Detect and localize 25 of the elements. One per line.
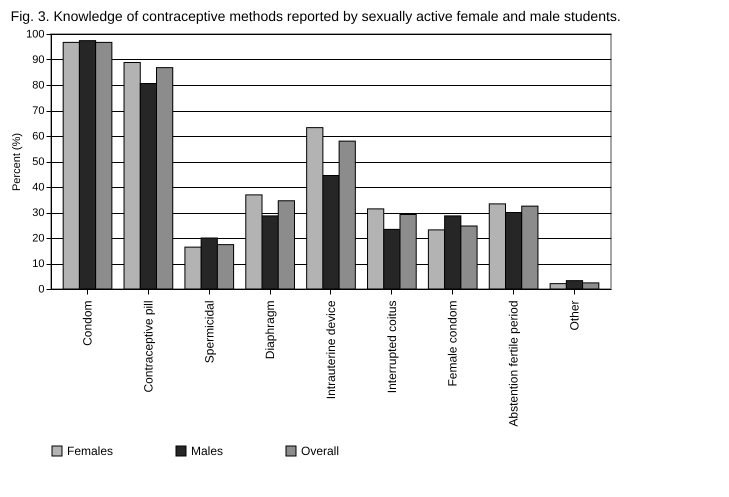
y-tick-label: 20 [32,232,44,244]
y-tick-label: 90 [32,54,44,66]
x-tick-label: Contraceptive pill [141,300,156,393]
chart-title: Fig. 3. Knowledge of contraceptive methods reported by sexually active female and male students. [10,8,621,24]
y-tick-label: 60 [32,130,44,142]
y-tick-label: 0 [38,284,44,296]
x-tick-label: Female condom [446,300,460,387]
x-tick-label: Diaphragm [263,300,278,360]
x-tick-label: Spermicidal [202,300,216,364]
y-axis-title: Percent (%) [11,132,24,192]
y-tick-label: 80 [32,80,44,92]
legend-label: Males [191,444,224,458]
y-tick-label: 30 [32,207,44,219]
x-tick-label: Condom [80,300,95,346]
y-tick-label: 100 [26,28,44,40]
legend-label: Females [67,444,114,458]
y-tick-label: 70 [32,105,44,117]
y-tick-label: 10 [32,258,44,270]
legend-label: Overall [301,444,340,458]
x-tick-label: Abstention fertile period [506,300,521,427]
x-tick-label: Other [567,300,582,331]
x-tick-label: Interrupted coitus [384,300,399,394]
x-tick-label: Intrauterine device [324,300,338,400]
y-tick-label: 40 [32,182,44,194]
y-tick-label: 50 [32,156,44,168]
